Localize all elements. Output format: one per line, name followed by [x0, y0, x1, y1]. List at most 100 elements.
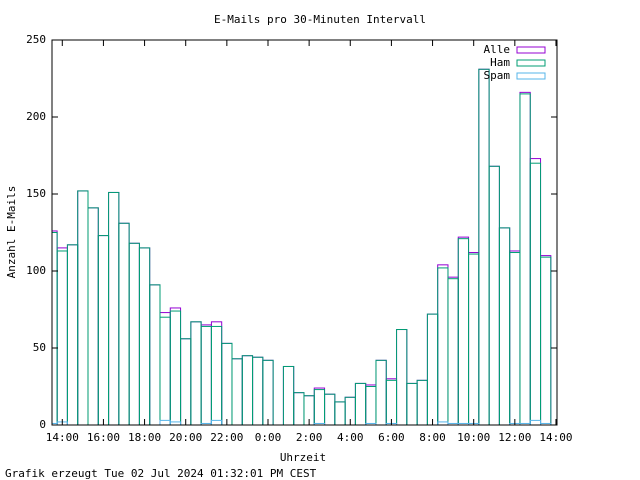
x-tick-label: 0:00 [255, 431, 282, 444]
x-tick-label: 22:00 [210, 431, 243, 444]
y-tick-label: 0 [39, 418, 46, 431]
bar [169, 307, 182, 425]
legend-swatch [516, 72, 546, 80]
bar [406, 382, 418, 425]
y-tick-label: 150 [26, 187, 46, 200]
plot-border [51, 39, 558, 426]
bar [478, 68, 490, 425]
x-tick-label: 2:00 [296, 431, 323, 444]
bar [149, 284, 161, 425]
bar [365, 384, 377, 425]
legend-label: Alle [484, 43, 511, 56]
legend-label: Ham [490, 56, 510, 69]
bar [540, 255, 552, 425]
x-tick-label: 16:00 [87, 431, 120, 444]
bar [56, 250, 68, 425]
y-tick-label: 100 [26, 264, 46, 277]
bar [97, 235, 110, 425]
bar [385, 378, 398, 425]
bar [180, 338, 192, 425]
bar [334, 401, 346, 425]
bar [252, 356, 264, 425]
bar [241, 355, 254, 425]
bar [138, 247, 151, 425]
bar [221, 342, 233, 425]
bar [159, 312, 171, 425]
bar [354, 382, 367, 425]
bar [159, 316, 171, 425]
bar [529, 419, 542, 425]
bar [416, 379, 428, 425]
bar [468, 252, 480, 425]
bar [529, 158, 542, 425]
bar [437, 264, 449, 425]
bar [138, 247, 151, 425]
legend-swatch [516, 46, 546, 54]
bar [180, 338, 192, 425]
bar [375, 359, 387, 425]
bar [426, 313, 439, 425]
bar [509, 252, 521, 425]
bar [447, 276, 459, 425]
bar [529, 162, 542, 425]
legend-swatch [516, 59, 546, 67]
x-tick-label: 14:00 [539, 431, 572, 444]
bar [447, 278, 459, 425]
bar [77, 190, 89, 425]
bar [210, 321, 223, 425]
bar [118, 222, 130, 425]
bar [375, 359, 387, 425]
bar [262, 359, 274, 425]
bar [313, 387, 326, 425]
bar [334, 401, 346, 425]
bar [56, 247, 68, 425]
x-tick-label: 4:00 [337, 431, 364, 444]
bar [488, 165, 500, 425]
bar [468, 253, 480, 425]
bar [210, 419, 223, 425]
bar [108, 191, 120, 425]
bar [540, 256, 552, 425]
x-tick-label: 14:00 [46, 431, 79, 444]
y-tick-label: 200 [26, 110, 46, 123]
bar [498, 227, 511, 425]
bar [87, 207, 99, 425]
bar [252, 356, 264, 425]
x-axis-label: Uhrzeit [280, 451, 326, 464]
bar [416, 379, 428, 425]
bar [97, 235, 110, 425]
bar [426, 313, 439, 425]
x-tick-label: 8:00 [419, 431, 446, 444]
x-tick-label: 18:00 [128, 431, 161, 444]
footer: Grafik erzeugt Tue 02 Jul 2024 01:32:01 … [5, 467, 317, 480]
bar [406, 382, 418, 425]
bar [118, 222, 130, 425]
bar [231, 358, 243, 425]
legend-label: Spam [484, 69, 511, 82]
bar [128, 242, 140, 425]
bar [169, 421, 182, 425]
bar [396, 329, 408, 425]
bar [200, 324, 212, 425]
bar [519, 93, 531, 425]
y-tick-label: 50 [33, 341, 46, 354]
bar [200, 325, 212, 425]
bar [190, 321, 202, 425]
bar [354, 382, 367, 425]
bar [519, 91, 531, 425]
bar [231, 358, 243, 425]
bar [457, 238, 470, 425]
bar [385, 379, 398, 425]
bar [66, 244, 79, 425]
bar [210, 325, 223, 425]
bar [293, 392, 305, 425]
y-axis-label: Anzahl E-Mails [5, 186, 18, 279]
bar [77, 190, 89, 425]
bar [128, 242, 140, 425]
x-tick-label: 12:00 [498, 431, 531, 444]
bar [221, 342, 233, 425]
bar [159, 419, 171, 425]
bar [241, 355, 254, 425]
bar [293, 392, 305, 425]
